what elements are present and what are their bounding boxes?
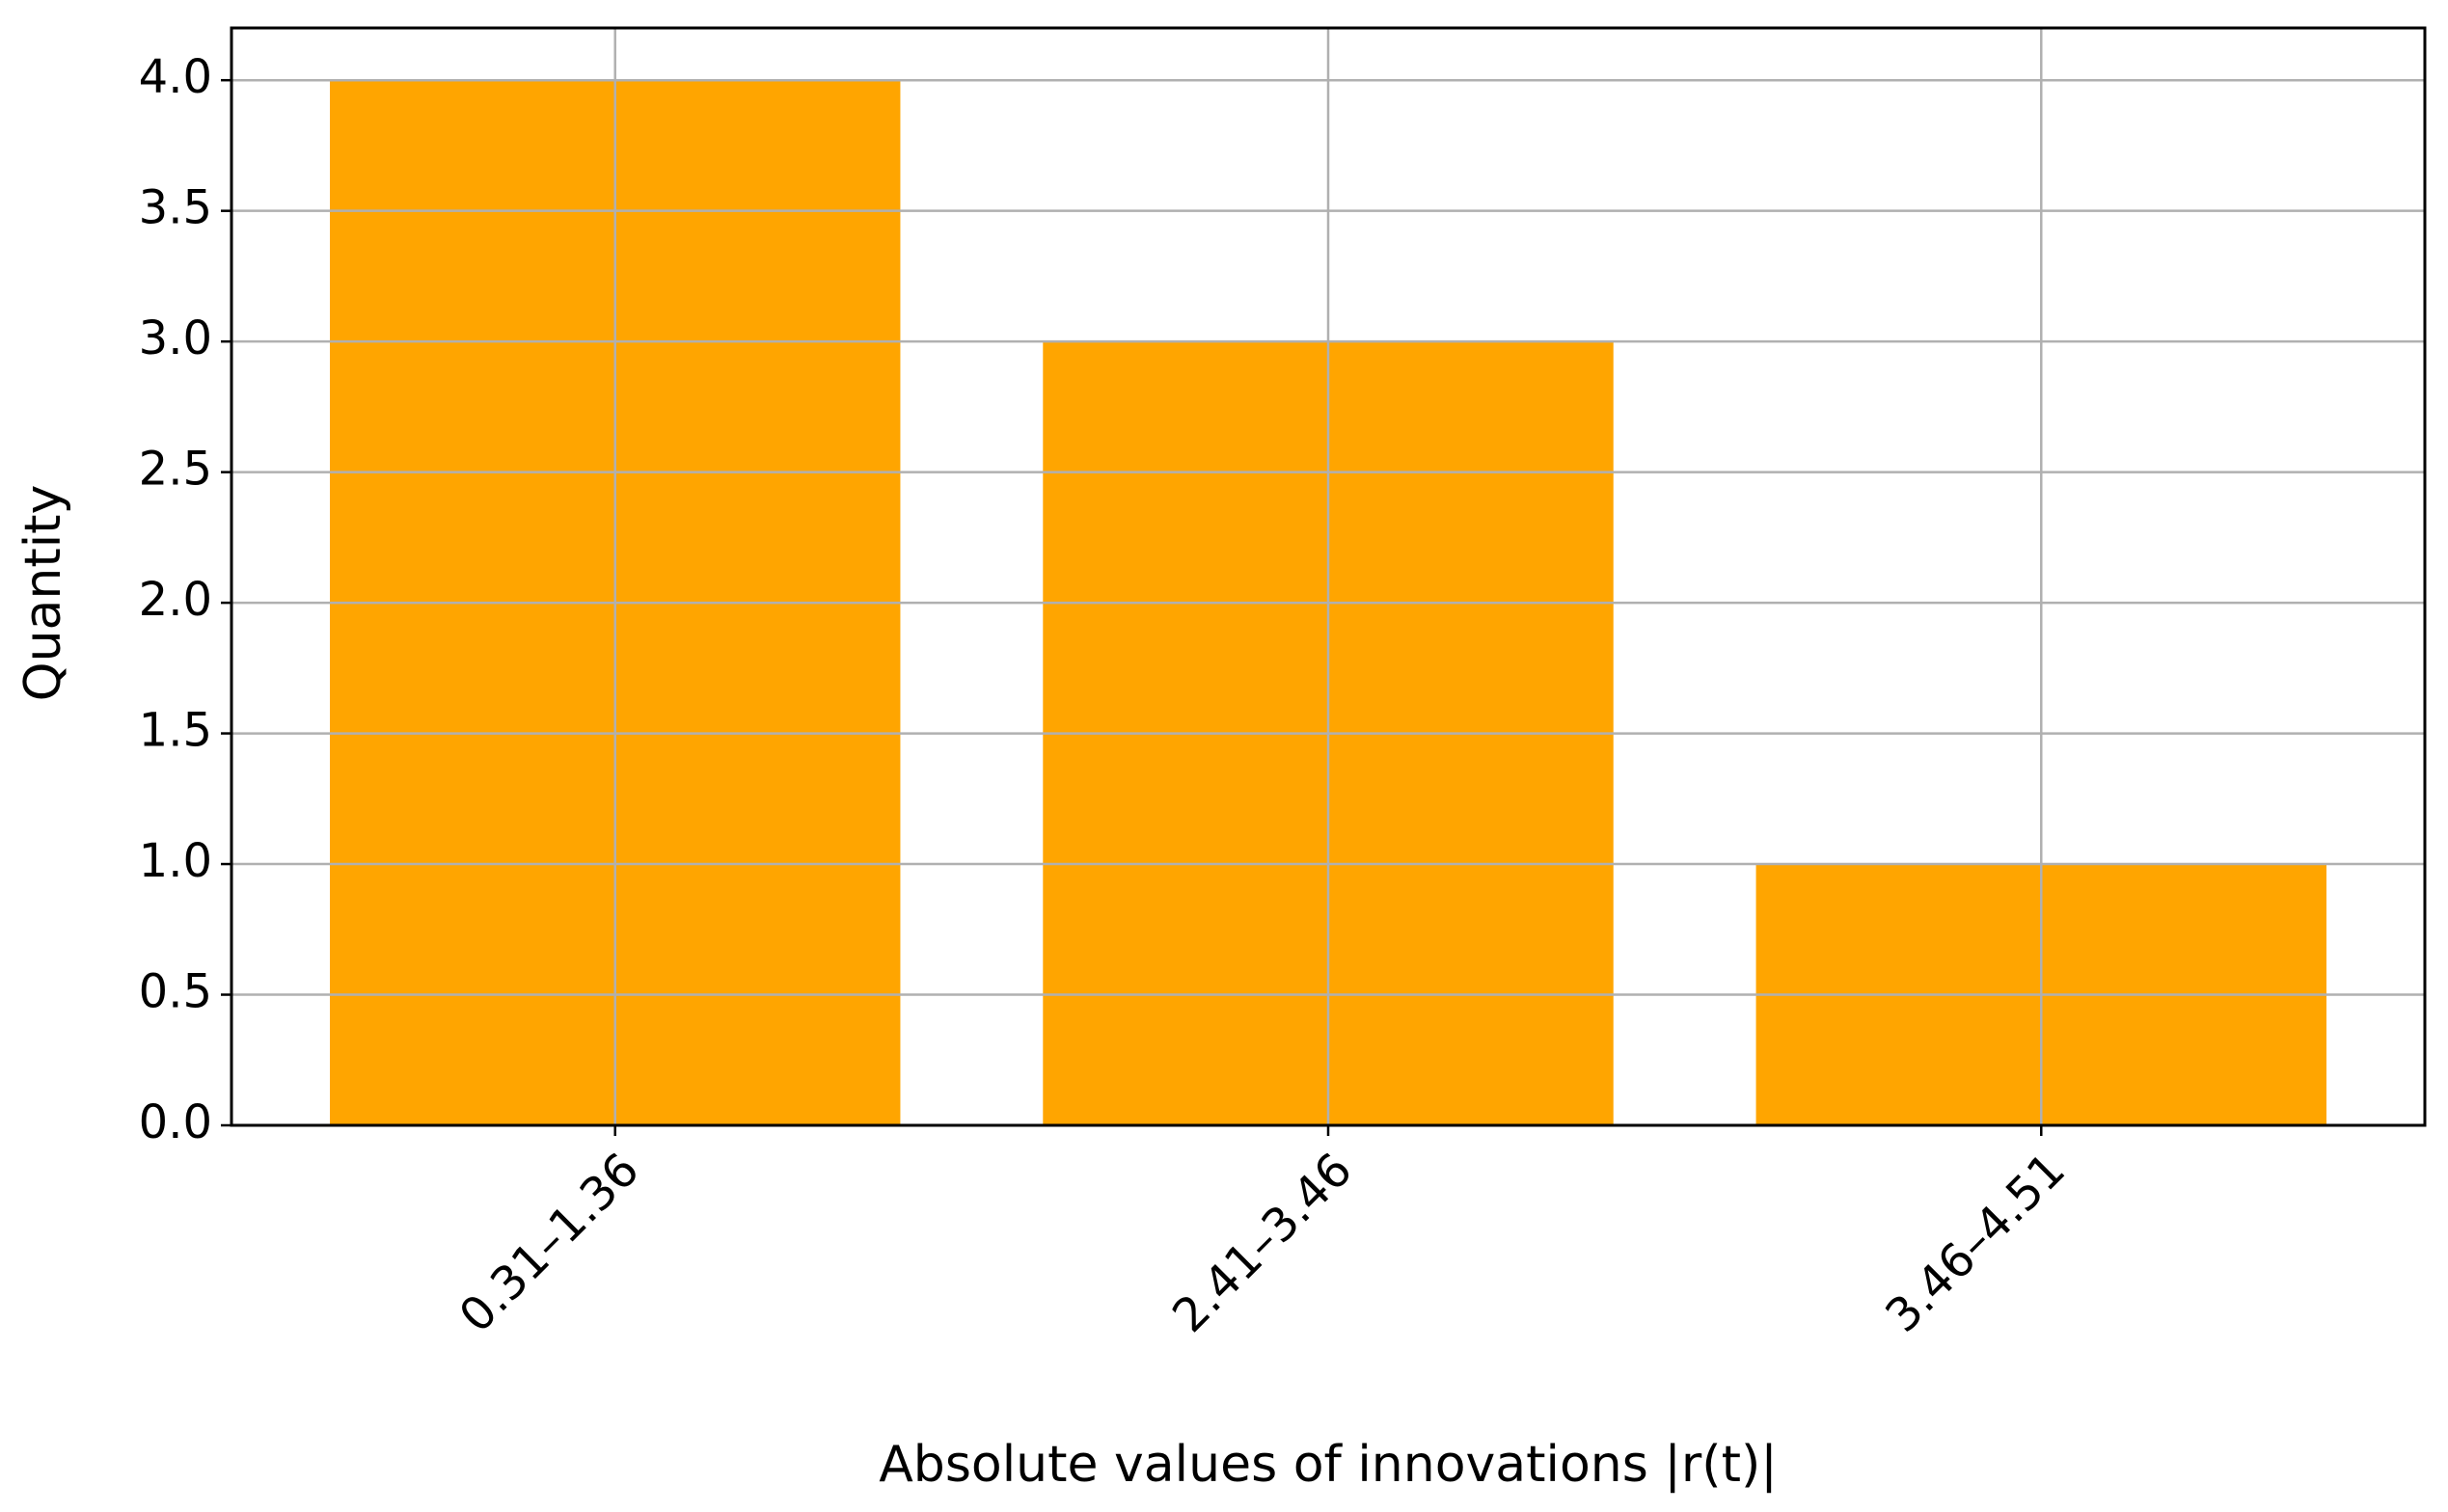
y-tick-label: 1.5: [139, 704, 212, 758]
y-tick-label: 0.5: [139, 965, 212, 1019]
plot-frame: [230, 26, 2427, 1127]
x-tick-label: 3.46–4.51: [1875, 1143, 2076, 1343]
y-axis-label: Quantity: [14, 485, 72, 702]
y-tick-label: 0.0: [139, 1095, 212, 1149]
x-axis-label: Absolute values of innovations |r(t)|: [879, 1436, 1778, 1494]
x-tick-label: 0.31–1.36: [449, 1143, 650, 1343]
y-tick-label: 3.5: [139, 181, 212, 235]
y-tick-label: 2.5: [139, 443, 212, 497]
y-tick-label: 4.0: [139, 50, 212, 104]
y-tick-label: 2.0: [139, 573, 212, 627]
x-tick-label: 2.41–3.46: [1162, 1143, 1363, 1343]
y-tick-label: 3.0: [139, 311, 212, 365]
y-tick-label: 1.0: [139, 834, 212, 888]
